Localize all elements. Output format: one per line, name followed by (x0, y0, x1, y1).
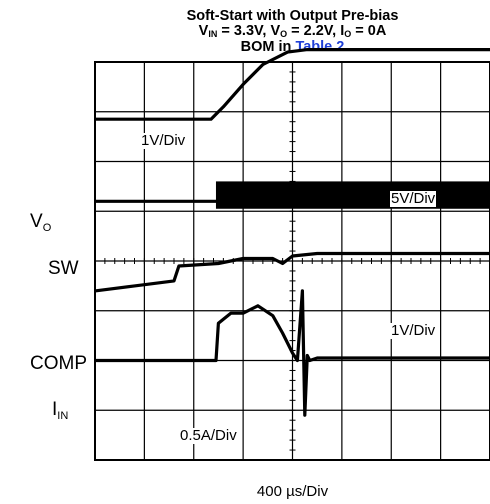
channel-label-vo: VO (30, 211, 52, 234)
vin-symbol: V (198, 23, 209, 39)
bom-prefix: BOM in (240, 39, 296, 55)
channel-label-sw: SW (48, 258, 79, 279)
iin-label-subscript: IN (57, 410, 69, 422)
channel-label-comp: COMP (30, 353, 87, 374)
vo-symbol: V (270, 23, 281, 39)
comp-scale-label: 1V/Div (390, 322, 437, 339)
vo-label-subscript: O (42, 222, 52, 234)
x-axis-label: 400 µs/Div (256, 483, 329, 500)
comp-trace (94, 251, 490, 293)
grid (94, 61, 490, 461)
vin-value: = 3.3V, (217, 23, 271, 39)
io-symbol: I (340, 23, 345, 39)
iin-trace (95, 289, 490, 417)
vo-scale-label: 1V/Div (140, 132, 187, 149)
io-subscript: O (344, 29, 352, 39)
chart-title: Soft-Start with Output Pre-bias (186, 8, 399, 24)
io-value: = 0A (351, 23, 387, 39)
sw-scale-label: 5V/Div (390, 190, 437, 207)
channel-label-iin: IIN (52, 399, 69, 422)
iin-label-symbol: I (52, 399, 58, 420)
iin-scale-label: 0.5A/Div (179, 427, 238, 444)
vo-subscript: O (280, 29, 288, 39)
traces (94, 48, 490, 417)
vin-subscript: IN (208, 29, 218, 39)
chart-subtitle: VIN = 3.3V, VO = 2.2V, IO = 0A (95, 24, 490, 39)
sw-switching-band (215, 181, 490, 209)
vo-value: = 2.2V, (287, 23, 341, 39)
vo-trace (95, 48, 490, 121)
vo-label-symbol: V (30, 211, 43, 232)
